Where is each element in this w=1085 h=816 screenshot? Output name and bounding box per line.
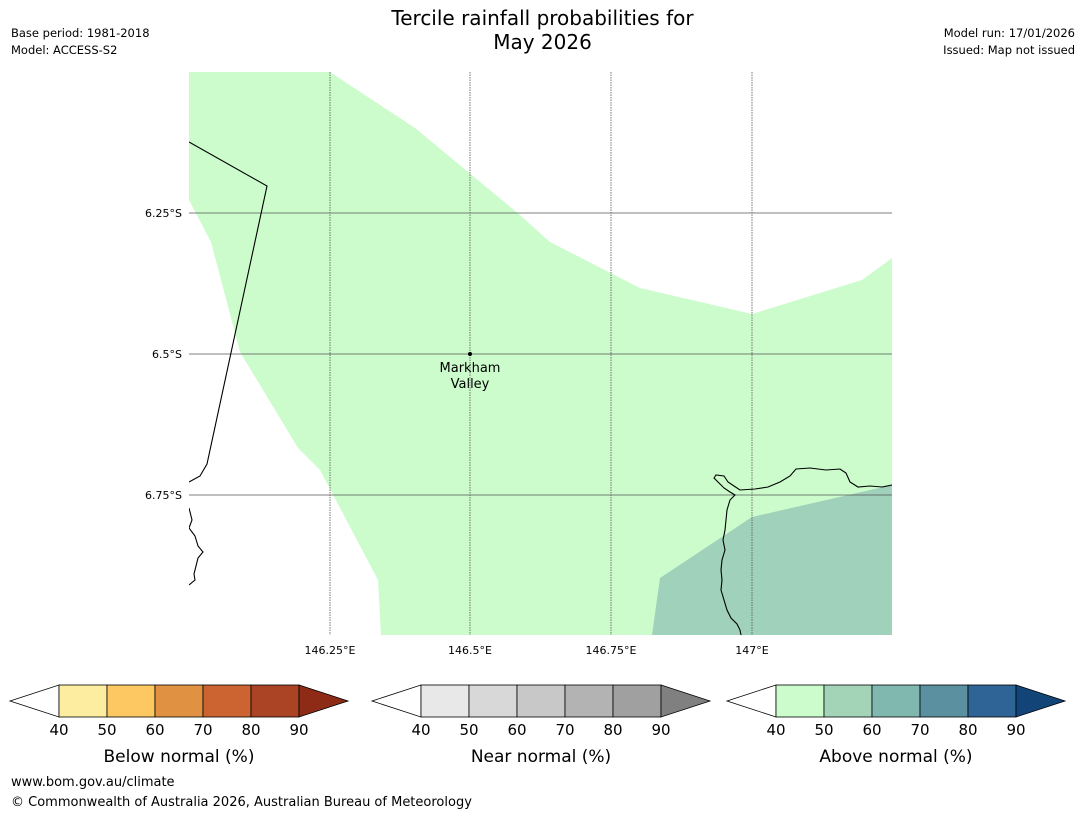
colorbar-above-normal: 40 50 60 70 80 90 Above normal (%): [725, 684, 1067, 767]
lon-label: 147°E: [735, 644, 768, 657]
lon-label: 146.25°E: [305, 644, 356, 657]
colorbar-tick: 80: [241, 721, 260, 739]
colorbar-label: Near normal (%): [471, 747, 611, 767]
province-boundary: [189, 141, 268, 483]
colorbar-tick: 50: [97, 721, 116, 739]
colorbar-segment: [202, 684, 252, 718]
place-marker-dot: [468, 352, 472, 356]
colorbar-segment: [154, 684, 204, 718]
colorbar-tick: 90: [651, 721, 670, 739]
colorbar-tick: 50: [459, 721, 478, 739]
lat-label: 6.25°S: [145, 207, 182, 220]
colorbar-tick: 70: [910, 721, 929, 739]
colorbar-segment: [871, 684, 921, 718]
colorbar-near-normal: 40 50 60 70 80 90 Near normal (%): [370, 684, 712, 767]
title-line-1: Tercile rainfall probabilities for: [391, 6, 694, 30]
colorbar-tick: 70: [555, 721, 574, 739]
colorbar-tick: 40: [49, 721, 68, 739]
footer-url[interactable]: www.bom.gov.au/climate: [11, 775, 175, 790]
colorbar-upper-arrow: [660, 684, 712, 718]
colorbar-tick: 60: [507, 721, 526, 739]
map-area: [189, 72, 892, 635]
colorbar-below-normal: 40 50 60 70 80 90 Below normal (%): [8, 684, 350, 767]
model-run-text: Model run: 17/01/2026: [943, 26, 1075, 40]
colorbar-segment: [564, 684, 614, 718]
colorbar-segment: [420, 684, 470, 718]
map-title: Tercile rainfall probabilities for May 2…: [0, 6, 1085, 54]
place-label-line-1: Markham: [440, 361, 501, 376]
lon-label: 146.75°E: [586, 644, 637, 657]
title-line-2: May 2026: [493, 30, 592, 54]
colorbar-legend: 40 50 60 70 80 90 Below normal (%) 40 50…: [8, 684, 1067, 767]
colorbar-tick: 60: [862, 721, 881, 739]
colorbar-tick: 40: [411, 721, 430, 739]
colorbar-tick: 90: [289, 721, 308, 739]
colorbar-segment: [612, 684, 662, 718]
colorbar-tick: 50: [814, 721, 833, 739]
colorbar-segment: [775, 684, 825, 718]
colorbar-tick: 40: [766, 721, 785, 739]
colorbar-tick: 80: [603, 721, 622, 739]
colorbar-segment: [106, 684, 156, 718]
footer-copyright: © Commonwealth of Australia 2026, Austra…: [11, 795, 472, 810]
colorbar-tick: 60: [145, 721, 164, 739]
base-period-text: Base period: 1981-2018: [11, 26, 150, 40]
colorbar-lower-arrow: [8, 684, 60, 718]
model-text: Model: ACCESS-S2: [11, 43, 118, 57]
coastline-west: [189, 507, 204, 586]
map: Markham Valley 6.25°S 6.5°S 6.75°S 146.2…: [145, 72, 892, 657]
lon-label: 146.5°E: [448, 644, 492, 657]
place-label-line-2: Valley: [451, 377, 490, 392]
colorbar-label: Below normal (%): [104, 747, 255, 767]
colorbar-segment: [967, 684, 1017, 718]
colorbar-tick: 80: [958, 721, 977, 739]
colorbar-segment: [823, 684, 873, 718]
colorbar-segment: [919, 684, 969, 718]
colorbar-segment: [516, 684, 566, 718]
header-meta-left: Base period: 1981-2018 Model: ACCESS-S2: [11, 25, 150, 59]
graticule: [189, 72, 892, 635]
coastline-huon-gulf: [713, 467, 892, 635]
colorbar-label: Above normal (%): [819, 747, 972, 767]
issued-text: Issued: Map not issued: [943, 43, 1075, 57]
colorbar-tick: 70: [193, 721, 212, 739]
colorbar-segment: [468, 684, 518, 718]
header-meta-right: Model run: 17/01/2026 Issued: Map not is…: [943, 25, 1075, 59]
colorbar-segment: [250, 684, 300, 718]
colorbar-lower-arrow: [725, 684, 777, 718]
colorbar-upper-arrow: [1015, 684, 1067, 718]
colorbar-lower-arrow: [370, 684, 422, 718]
lat-label: 6.75°S: [145, 489, 182, 502]
colorbar-tick: 90: [1006, 721, 1025, 739]
above-normal-50-60-region: [652, 485, 892, 635]
colorbar-upper-arrow: [298, 684, 350, 718]
colorbar-segment: [58, 684, 108, 718]
lat-label: 6.5°S: [152, 348, 182, 361]
